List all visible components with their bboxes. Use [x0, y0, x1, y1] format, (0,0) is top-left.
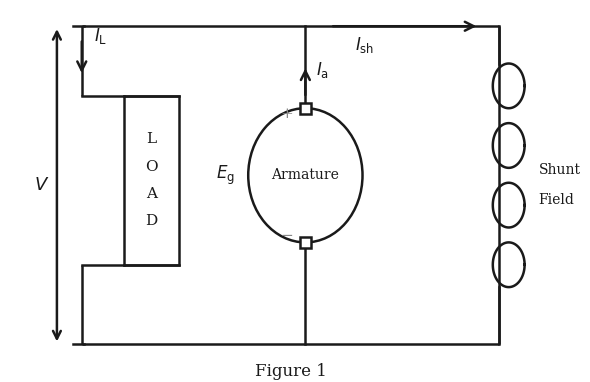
Text: A: A [146, 187, 157, 201]
Text: D: D [145, 214, 158, 228]
Text: $I_{\mathrm{a}}$: $I_{\mathrm{a}}$ [316, 60, 329, 81]
Text: $I_{\mathrm{L}}$: $I_{\mathrm{L}}$ [94, 26, 107, 46]
Text: L: L [146, 132, 156, 146]
Text: $V$: $V$ [34, 176, 50, 194]
Text: $E_{\mathrm{g}}$: $E_{\mathrm{g}}$ [217, 164, 235, 187]
Bar [124, 96, 179, 265]
Ellipse shape [248, 108, 362, 243]
Text: $I_{\mathrm{sh}}$: $I_{\mathrm{sh}}$ [355, 35, 375, 55]
Text: +: + [280, 107, 293, 121]
Text: Armature: Armature [271, 168, 339, 182]
Bar [300, 237, 311, 248]
Text: −: − [280, 230, 293, 243]
Text: Shunt: Shunt [539, 163, 581, 177]
Text: O: O [145, 160, 158, 173]
Text: Figure 1: Figure 1 [254, 363, 326, 380]
Text: Field: Field [539, 193, 574, 207]
Bar [300, 103, 311, 114]
